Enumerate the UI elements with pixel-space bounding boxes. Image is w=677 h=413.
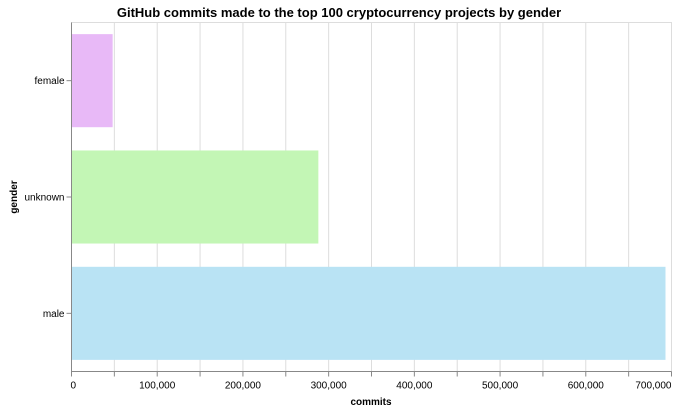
y-axis-title: gender bbox=[9, 180, 20, 213]
x-tick-label: 100,000 bbox=[139, 381, 176, 392]
y-tick-label-male: male bbox=[43, 309, 65, 320]
x-axis-title: commits bbox=[350, 397, 392, 408]
bar-female bbox=[71, 34, 113, 128]
x-tick-label: 0 bbox=[71, 381, 77, 392]
x-tick-label: 400,000 bbox=[396, 381, 433, 392]
x-tick-label: 600,000 bbox=[568, 381, 605, 392]
bars bbox=[71, 34, 666, 360]
x-tick-label: 300,000 bbox=[311, 381, 348, 392]
x-tick-label: 700,000 bbox=[635, 381, 672, 392]
bar-male bbox=[71, 266, 666, 360]
chart-title: GitHub commits made to the top 100 crypt… bbox=[117, 5, 561, 20]
x-tick-label: 200,000 bbox=[225, 381, 262, 392]
y-tick-label-unknown: unknown bbox=[24, 193, 64, 204]
bar-unknown bbox=[71, 150, 319, 244]
y-tick-label-female: female bbox=[34, 76, 64, 87]
x-tick-label: 500,000 bbox=[482, 381, 519, 392]
axes: female unknown male 0 100,000 200,000 300,000 4… bbox=[24, 22, 672, 392]
